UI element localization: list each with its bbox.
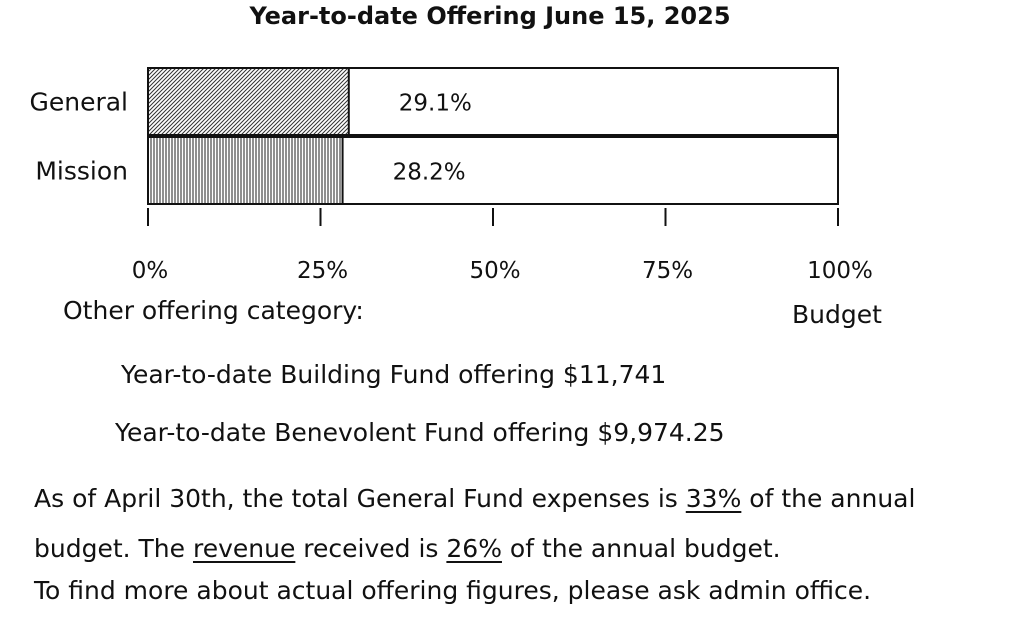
x-axis-label: Budget (792, 300, 882, 329)
revenue-word: revenue (192, 534, 296, 563)
revenue-percent: 26% (446, 534, 502, 563)
x-tick-label: 50% (469, 258, 520, 284)
value-label-mission: 28.2% (393, 160, 466, 186)
expense-note: As of April 30th, the total General Fund… (34, 474, 1014, 574)
x-tick-label: 0% (132, 258, 169, 284)
x-tick-label: 100% (807, 258, 873, 284)
other-category-heading: Other offering category: (63, 296, 364, 325)
expense-percent: 33% (685, 484, 742, 513)
note-text: of the annual budget. The (34, 484, 916, 563)
note-text: As of April 30th, the total General Fund… (34, 484, 686, 513)
category-label-general: General (29, 88, 128, 117)
value-label-general: 29.1% (399, 91, 472, 117)
building-fund-line: Year-to-date Building Fund offering $11,… (121, 360, 667, 389)
x-axis: 0% 25% 50% 75% 100% (132, 208, 873, 284)
bar-chart: General 29.1% Mission 28.2% 0% 25% 50% 75% 100% (29, 67, 873, 284)
bar-mission (147, 136, 344, 205)
note-text: received is (295, 534, 447, 563)
x-tick-label: 75% (642, 258, 693, 284)
chart-title: Year-to-date Offering June 15, 2025 (249, 2, 731, 30)
benevolent-fund-line: Year-to-date Benevolent Fund offering $9… (115, 418, 725, 447)
note-text: of the annual budget. (501, 534, 781, 563)
bars-layer: General 29.1% Mission 28.2% (29, 67, 839, 205)
x-tick-label: 25% (297, 258, 348, 284)
bar-general (147, 67, 350, 136)
contact-note: To find more about actual offering figur… (34, 576, 872, 605)
category-label-mission: Mission (35, 157, 128, 186)
